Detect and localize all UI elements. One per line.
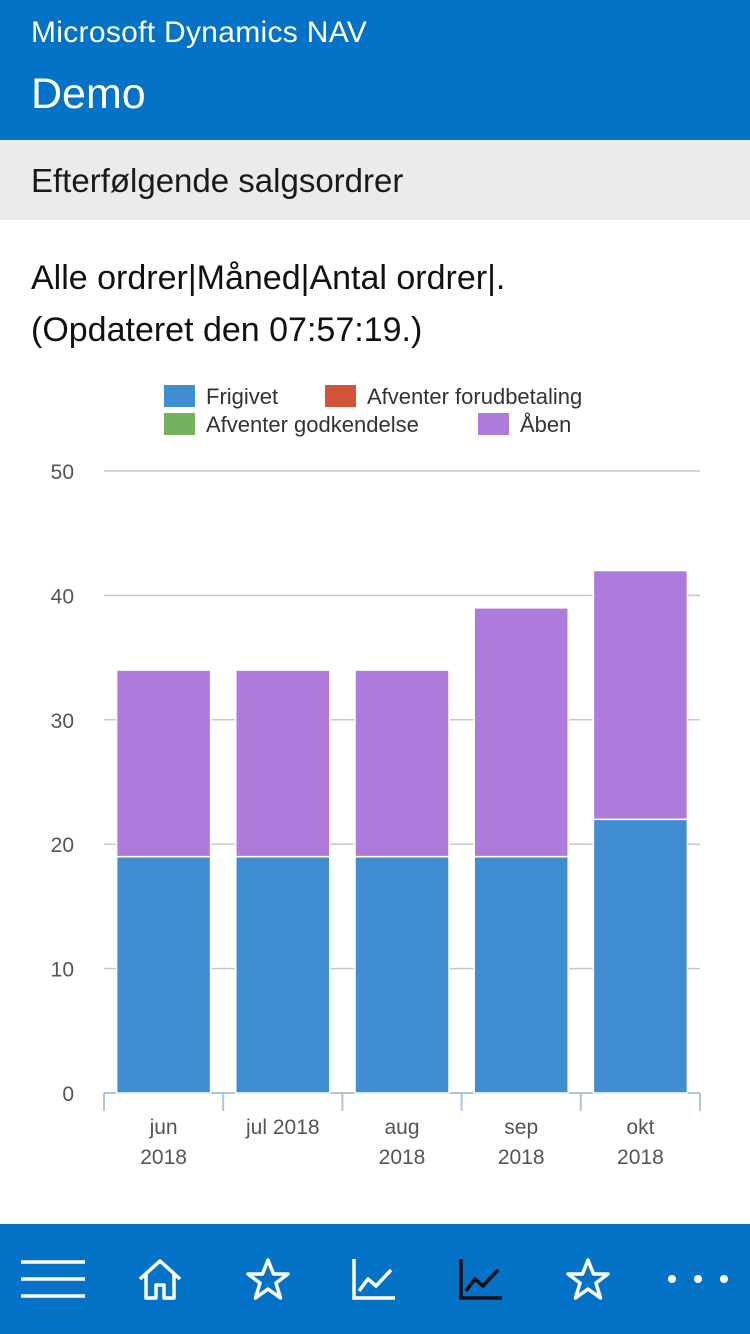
chart-icon xyxy=(352,1259,395,1300)
legend-swatch xyxy=(164,413,195,435)
home-icon xyxy=(138,1259,182,1300)
y-tick-label: 30 xyxy=(51,710,74,733)
favorites-button-2[interactable] xyxy=(556,1224,620,1334)
y-tick-label: 20 xyxy=(51,834,74,857)
chart-title-line1: Alle ordrer|Måned|Antal ordrer|. xyxy=(31,259,506,297)
x-tick-label: jul 2018 xyxy=(245,1116,320,1139)
home-button[interactable] xyxy=(128,1224,192,1334)
chart-selector[interactable]: Efterfølgende salgsordrer xyxy=(0,140,750,220)
star-icon xyxy=(246,1258,290,1300)
bar-segment xyxy=(592,569,689,821)
app-title: Microsoft Dynamics NAV xyxy=(31,16,368,49)
favorites-button[interactable] xyxy=(236,1224,300,1334)
bar-segment xyxy=(354,855,450,1094)
x-tick-label: aug xyxy=(384,1116,419,1139)
bar-segment xyxy=(473,607,569,858)
legend-swatch xyxy=(478,413,509,435)
chart-icon-active xyxy=(459,1259,502,1300)
legend-swatch xyxy=(325,385,356,407)
more-icon xyxy=(668,1275,728,1283)
bar-segment xyxy=(115,855,212,1094)
y-tick-label: 50 xyxy=(51,461,74,484)
bar-segment xyxy=(235,669,331,858)
charts-active-button[interactable] xyxy=(449,1224,513,1334)
bar-segment xyxy=(354,669,450,858)
x-tick-label: 2018 xyxy=(498,1146,545,1169)
legend-label: Afventer godkendelse xyxy=(206,412,419,437)
app-header: Microsoft Dynamics NAV Demo xyxy=(0,0,750,140)
legend-label: Frigivet xyxy=(206,384,278,409)
charts-button[interactable] xyxy=(342,1224,406,1334)
x-tick-label: okt xyxy=(626,1116,654,1139)
y-tick-label: 40 xyxy=(51,585,74,608)
chart-title: Alle ordrer|Måned|Antal ordrer|. (Opdate… xyxy=(31,252,731,356)
menu-icon xyxy=(21,1260,85,1298)
x-tick-label: sep xyxy=(504,1116,538,1139)
y-tick-label: 10 xyxy=(51,959,74,982)
company-name: Demo xyxy=(31,70,146,118)
x-tick-label: jun xyxy=(149,1116,178,1139)
bar-segment xyxy=(235,855,331,1094)
menu-button[interactable] xyxy=(14,1224,92,1334)
x-tick-label: 2018 xyxy=(379,1146,426,1169)
legend-swatch xyxy=(164,385,195,407)
bar-segment xyxy=(115,669,212,858)
x-tick-label: 2018 xyxy=(617,1146,664,1169)
bar-segment xyxy=(592,818,689,1094)
bottom-nav-bar xyxy=(0,1224,750,1334)
bar-segment xyxy=(473,855,569,1094)
x-tick-label: 2018 xyxy=(140,1146,187,1169)
y-tick-label: 0 xyxy=(62,1083,74,1106)
orders-chart: Frigivet Afventer forudbetaling Afventer g… xyxy=(51,384,701,1169)
more-button[interactable] xyxy=(660,1224,736,1334)
star-icon xyxy=(566,1258,610,1300)
chart-selector-label: Efterfølgende salgsordrer xyxy=(31,162,404,199)
chart-title-line2: (Opdateret den 07:57:19.) xyxy=(31,311,423,349)
legend-label: Åben xyxy=(520,412,571,437)
legend-label: Afventer forudbetaling xyxy=(367,384,582,409)
